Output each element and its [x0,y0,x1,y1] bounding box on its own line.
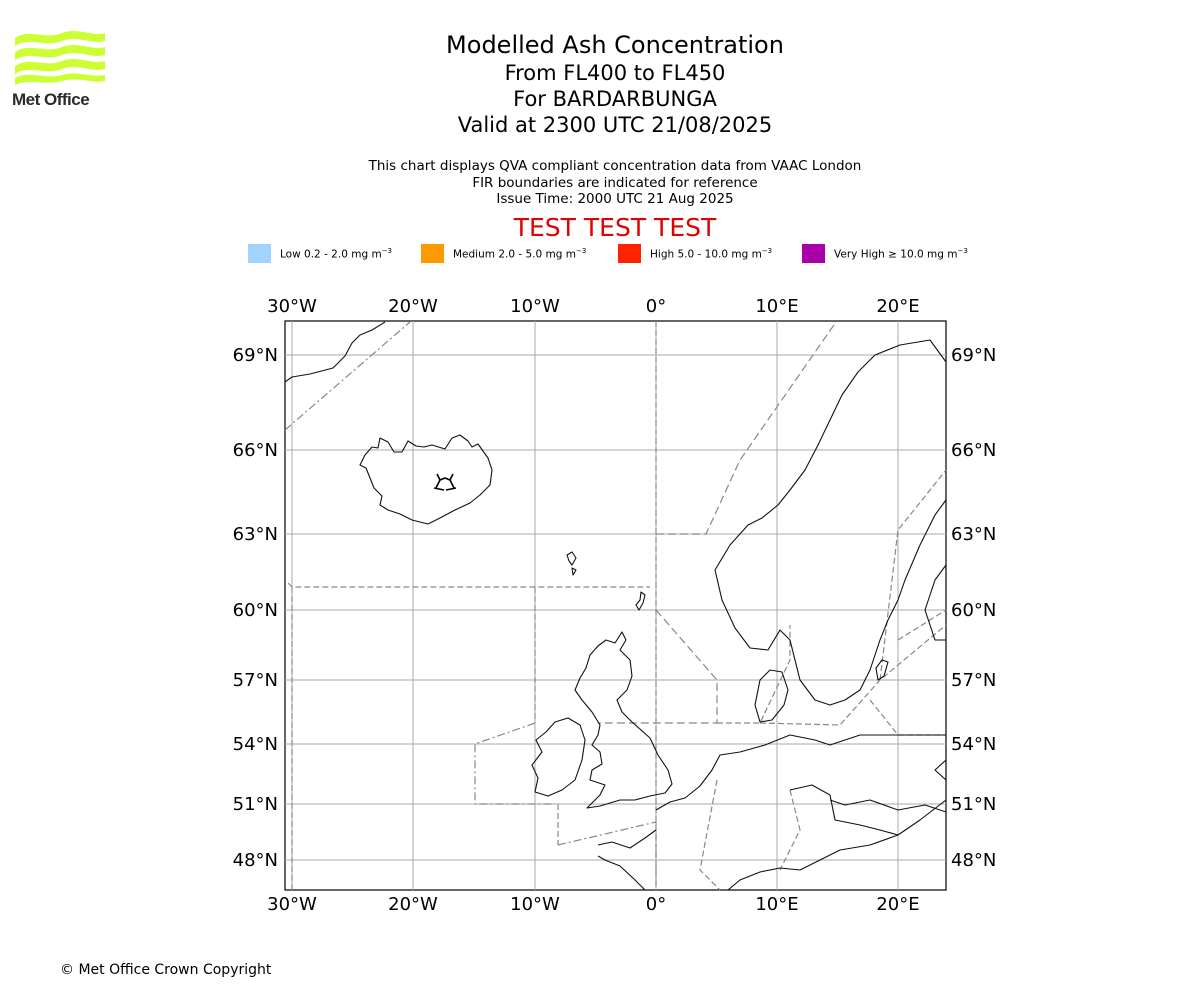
lon-label-top: 0° [646,296,666,317]
lat-label-left: 60°N [233,600,278,621]
lon-label-top: 10°E [755,296,798,317]
lat-label-left: 51°N [233,794,278,815]
fir-boundary [759,624,947,726]
coast-ireland [531,717,586,797]
fir-boundary [656,321,837,535]
lat-label-left: 57°N [233,670,278,691]
coast-faroe-islands [566,551,577,576]
lat-label-right: 69°N [951,345,996,366]
border-germany-poland [789,784,899,836]
coast-norway [714,339,947,571]
fir-boundary [879,469,947,681]
fir-boundary [779,789,801,871]
lon-label-top: 20°W [388,296,438,317]
chart-title: Modelled Ash Concentration [446,31,784,59]
chart-notes: This chart displays QVA compliant concen… [315,158,915,208]
volcano-name: For BARDARBUNGA [513,87,717,111]
note-qva: This chart displays QVA compliant concen… [368,158,862,174]
coastlines [284,321,947,891]
lat-label-right: 60°N [951,600,996,621]
fir-boundary [717,625,791,724]
copyright-notice: © Met Office Crown Copyright [60,962,272,978]
test-banner: TEST TEST TEST [513,213,717,242]
coast-baltics [934,759,947,781]
lon-label-bottom: 10°E [755,894,798,915]
legend-unit-exp-low: −3 [381,247,393,255]
lon-label-top: 10°W [510,296,560,317]
lon-label-bottom: 20°W [388,894,438,915]
lon-label-top: 30°W [267,296,317,317]
legend-label-low: Low 0.2 - 2.0 mg m [280,248,382,261]
coast-denmark [754,669,789,723]
coast-iceland [359,434,493,525]
lon-label-bottom: 20°E [876,894,919,915]
coast-greenland [284,321,386,383]
coast-finland [924,564,947,641]
note-fir: FIR boundaries are indicated for referen… [472,174,758,191]
legend-swatch-medium [421,244,444,263]
met-office-waves-icon [15,31,105,85]
legend-label-medium: Medium 2.0 - 5.0 mg m [453,248,576,261]
lat-label-left: 63°N [233,524,278,545]
lat-label-left: 69°N [233,345,278,366]
legend-swatch-very-high [802,244,825,263]
coast-gotland [875,659,889,681]
lat-label-right: 66°N [951,440,996,461]
coast-shetland [635,591,646,611]
flight-level-range: From FL400 to FL450 [504,61,726,85]
lat-label-left: 48°N [233,850,278,871]
coast-brittany [597,829,657,849]
lat-label-left: 54°N [233,734,278,755]
volcano-icon [433,473,457,491]
fir-boundary [474,722,555,805]
lon-label-top: 20°E [876,296,919,317]
coast-france-west [597,855,646,891]
legend-label-high: High 5.0 - 10.0 mg m [650,248,762,261]
fir-boundary [598,609,718,724]
lat-label-right: 48°N [951,850,996,871]
legend-unit-exp-high: −3 [761,247,773,255]
valid-time: Valid at 2300 UTC 21/08/2025 [457,113,773,137]
fir-boundary [557,821,657,887]
axis-labels: 30°W 20°W 10°W 0° 10°E 20°E 30°W 20°W 10… [233,296,997,915]
coast-continent [655,734,946,811]
border-poland-east [829,799,947,813]
logo-text: Met Office [12,90,90,109]
issue-time: Issue Time: 2000 UTC 21 Aug 2025 [496,191,734,207]
fir-boundaries [284,321,947,891]
map-frame [284,320,947,891]
legend-unit-exp-medium: −3 [575,247,587,255]
legend-label-very-high: Very High ≥ 10.0 mg m [834,248,958,261]
coast-sweden [714,499,947,706]
legend-unit-exp-very-high: −3 [957,247,968,255]
fir-boundary [699,779,721,891]
fir-boundary [897,609,947,641]
coast-great-britain [574,631,673,809]
lon-label-bottom: 10°W [510,894,560,915]
chart-header: Modelled Ash Concentration From FL400 to… [315,30,915,138]
fir-boundary [284,321,411,431]
lat-label-right: 57°N [951,670,996,691]
met-office-logo: Met Office [12,28,112,118]
lat-label-right: 51°N [951,794,996,815]
lat-label-right: 63°N [951,524,996,545]
lon-label-bottom: 0° [646,894,666,915]
lat-label-right: 54°N [951,734,996,755]
border-central-europe [727,799,947,891]
lon-label-bottom: 30°W [267,894,317,915]
legend-swatch-low [248,244,271,263]
lat-label-left: 66°N [233,440,278,461]
legend-swatch-high [618,244,641,263]
